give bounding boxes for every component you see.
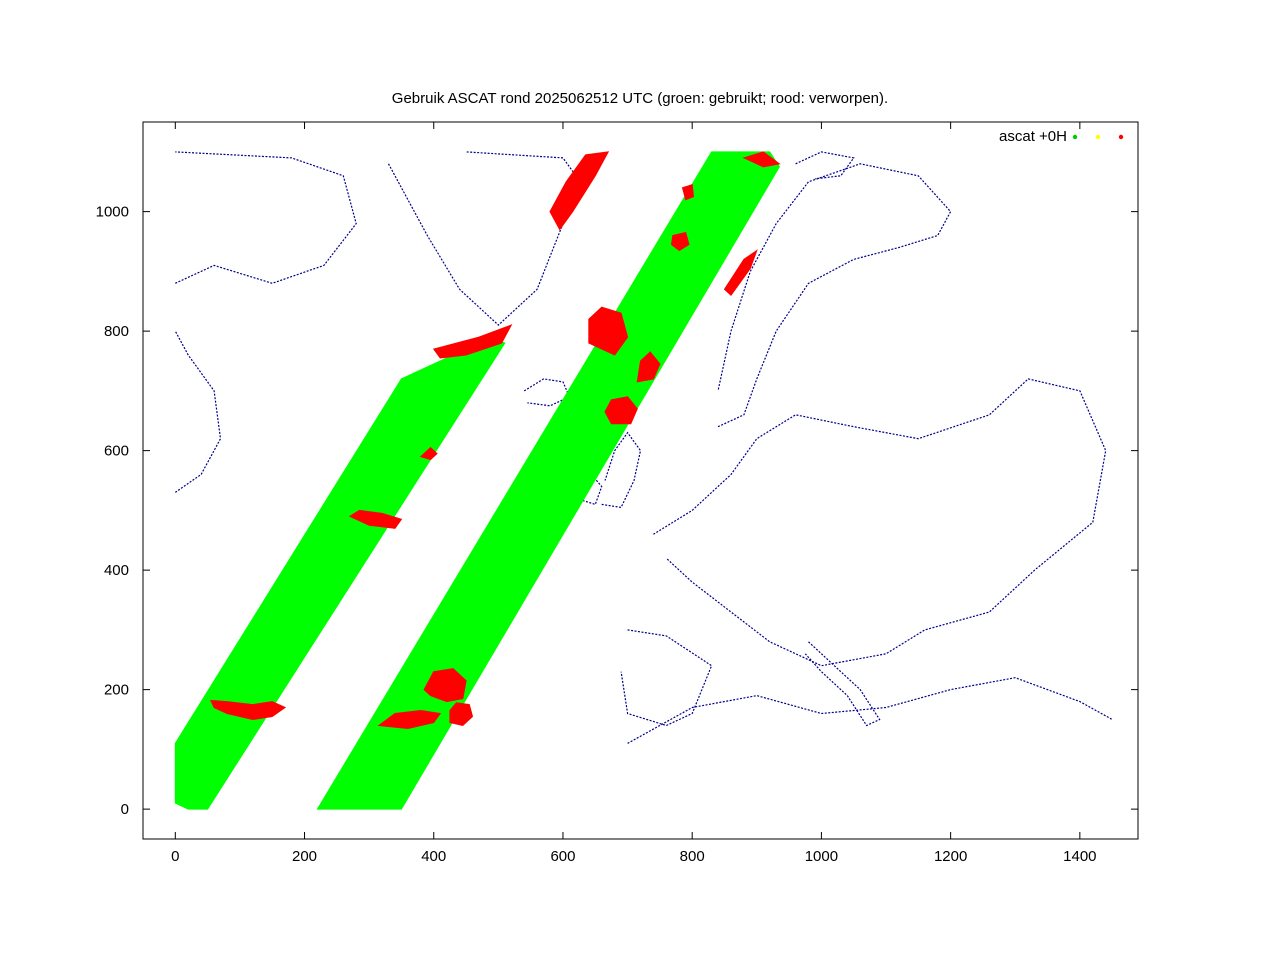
x-tick-label: 800 xyxy=(680,848,705,865)
coastline-north-africa xyxy=(627,677,1113,744)
rejected-region-4 xyxy=(423,668,467,703)
y-tick-label: 400 xyxy=(104,562,129,579)
rejected-region-11 xyxy=(419,446,438,461)
x-tick-label: 1000 xyxy=(805,848,838,865)
chart-title: Gebruik ASCAT rond 2025062512 UTC (groen… xyxy=(392,90,888,107)
y-tick-label: 800 xyxy=(104,323,129,340)
legend-markers xyxy=(1072,134,1124,140)
rejected-region-3 xyxy=(377,709,442,730)
coastline-svalbard xyxy=(795,151,855,180)
x-tick-label: 0 xyxy=(171,848,179,865)
rejected-region-14 xyxy=(723,249,758,297)
x-tick-label: 1200 xyxy=(934,848,967,865)
rejected-region-5 xyxy=(449,702,474,727)
coastline-british-isles xyxy=(601,431,642,509)
rejected-region-13 xyxy=(681,184,695,201)
rejected-region-8 xyxy=(604,396,638,425)
rejected-region-10 xyxy=(432,324,513,359)
legend-marker xyxy=(1118,134,1124,140)
x-tick-label: 200 xyxy=(292,848,317,865)
legend-label: ascat +0H xyxy=(999,128,1067,145)
y-tick-label: 0 xyxy=(121,801,129,818)
rejected-region-2 xyxy=(348,509,403,529)
coastline-baffin xyxy=(175,151,357,284)
rejected-region-9 xyxy=(549,151,610,231)
coastline-canada-west xyxy=(174,330,222,493)
legend-marker xyxy=(1095,134,1101,140)
x-axis: 0 200 400 600 800 1000 1200 1400 xyxy=(171,122,1097,865)
rejected-region-12 xyxy=(670,231,690,252)
legend-marker xyxy=(1072,134,1078,140)
rejected-region-15 xyxy=(742,151,781,168)
plot-area xyxy=(174,151,1113,810)
legend: ascat +0H xyxy=(999,128,1124,145)
swath-used-1 xyxy=(174,336,506,810)
coastline-iberia xyxy=(620,629,713,727)
y-axis: 0 200 400 600 800 1000 xyxy=(96,204,1138,818)
coastline-layer xyxy=(174,151,1113,744)
plot-frame xyxy=(142,121,1139,840)
coastline-europe-mainland xyxy=(653,378,1107,667)
coastline-greenland xyxy=(387,151,577,326)
rejected-observations-layer xyxy=(209,151,781,730)
x-tick-label: 600 xyxy=(550,848,575,865)
rejected-region-6 xyxy=(588,306,629,356)
y-tick-label: 1000 xyxy=(96,204,129,221)
y-tick-label: 600 xyxy=(104,443,129,460)
coastline-iceland xyxy=(523,378,571,407)
coastline-italy xyxy=(804,641,881,727)
coastline-scandinavia xyxy=(717,163,952,428)
rejected-region-1 xyxy=(209,699,287,721)
y-tick-label: 200 xyxy=(104,682,129,699)
x-tick-label: 400 xyxy=(421,848,446,865)
x-tick-label: 1400 xyxy=(1063,848,1096,865)
swath-used-2 xyxy=(316,151,780,810)
rejected-region-7 xyxy=(636,351,661,383)
